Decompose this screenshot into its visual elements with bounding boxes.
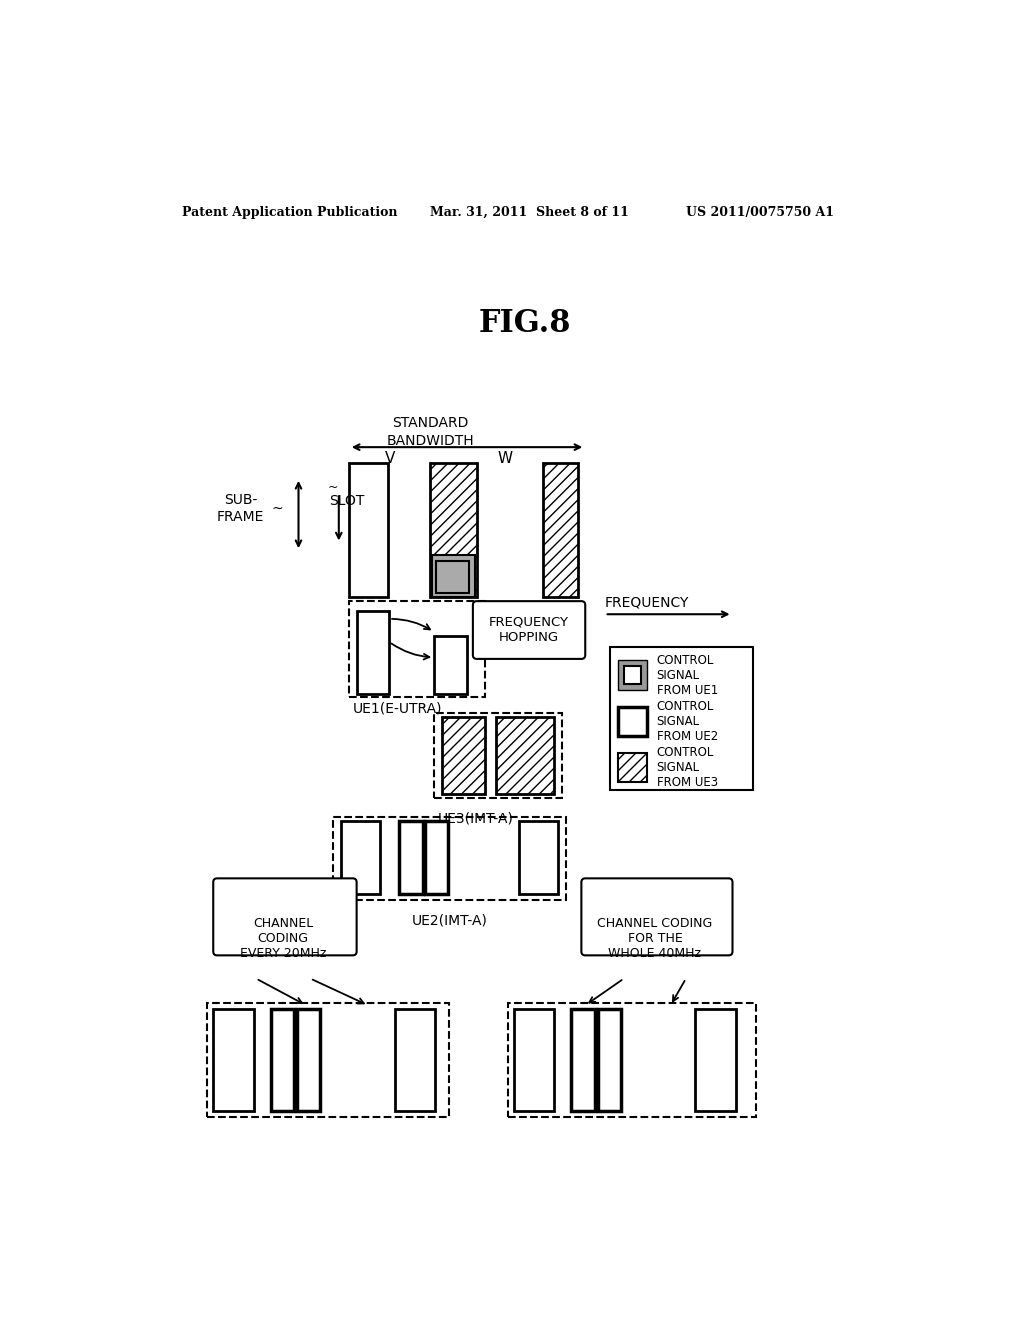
Bar — [624, 665, 641, 684]
Bar — [356, 611, 389, 693]
Text: US 2011/0075750 A1: US 2011/0075750 A1 — [686, 206, 834, 219]
Bar — [341, 821, 380, 894]
Bar — [543, 462, 578, 598]
Text: Mar. 31, 2011  Sheet 8 of 11: Mar. 31, 2011 Sheet 8 of 11 — [430, 206, 629, 219]
Bar — [434, 713, 562, 797]
Text: CONTROL
SIGNAL
FROM UE1: CONTROL SIGNAL FROM UE1 — [656, 653, 718, 697]
Bar — [434, 636, 467, 693]
Bar — [617, 752, 647, 781]
FancyBboxPatch shape — [473, 601, 586, 659]
Bar — [270, 1010, 294, 1111]
Bar — [334, 817, 566, 900]
Text: FREQUENCY: FREQUENCY — [604, 595, 689, 610]
Text: FIG.8: FIG.8 — [478, 309, 571, 339]
Text: V: V — [385, 451, 395, 466]
Bar — [610, 647, 754, 789]
Bar — [496, 717, 554, 793]
Text: UE1(E-UTRA): UE1(E-UTRA) — [352, 701, 442, 715]
Text: W: W — [498, 451, 513, 466]
Bar — [519, 821, 558, 894]
Text: UE3(IMT-A): UE3(IMT-A) — [438, 812, 514, 825]
Bar — [514, 1010, 554, 1111]
Bar — [349, 601, 484, 697]
Text: CONTROL
SIGNAL
FROM UE2: CONTROL SIGNAL FROM UE2 — [656, 700, 718, 743]
Bar — [399, 821, 423, 894]
Bar — [425, 821, 449, 894]
Bar — [349, 462, 388, 598]
Bar — [207, 1003, 449, 1117]
Bar — [617, 706, 647, 737]
Bar — [571, 1010, 595, 1111]
Bar — [432, 554, 475, 598]
FancyBboxPatch shape — [582, 878, 732, 956]
Text: UE2(IMT-A): UE2(IMT-A) — [412, 913, 487, 928]
Text: SLOT: SLOT — [330, 494, 365, 508]
Bar — [213, 1010, 254, 1111]
Text: STANDARD
BANDWIDTH: STANDARD BANDWIDTH — [386, 416, 474, 447]
Text: ~: ~ — [271, 502, 283, 516]
Bar — [430, 462, 477, 598]
Text: ~: ~ — [328, 480, 339, 494]
Bar — [436, 561, 469, 594]
Text: CONTROL
SIGNAL
FROM UE3: CONTROL SIGNAL FROM UE3 — [656, 746, 718, 789]
Text: CHANNEL
CODING
EVERY 20MHz: CHANNEL CODING EVERY 20MHz — [240, 917, 327, 960]
Bar — [442, 717, 484, 793]
Text: SUB-
FRAME: SUB- FRAME — [217, 494, 264, 524]
Bar — [508, 1003, 756, 1117]
Bar — [617, 660, 647, 689]
Text: FREQUENCY
HOPPING: FREQUENCY HOPPING — [488, 615, 568, 644]
Bar — [695, 1010, 735, 1111]
Bar — [297, 1010, 321, 1111]
Text: Patent Application Publication: Patent Application Publication — [182, 206, 397, 219]
Bar — [598, 1010, 621, 1111]
Text: CHANNEL CODING
FOR THE
WHOLE 40MHz: CHANNEL CODING FOR THE WHOLE 40MHz — [597, 917, 713, 960]
FancyBboxPatch shape — [213, 878, 356, 956]
Bar — [394, 1010, 435, 1111]
